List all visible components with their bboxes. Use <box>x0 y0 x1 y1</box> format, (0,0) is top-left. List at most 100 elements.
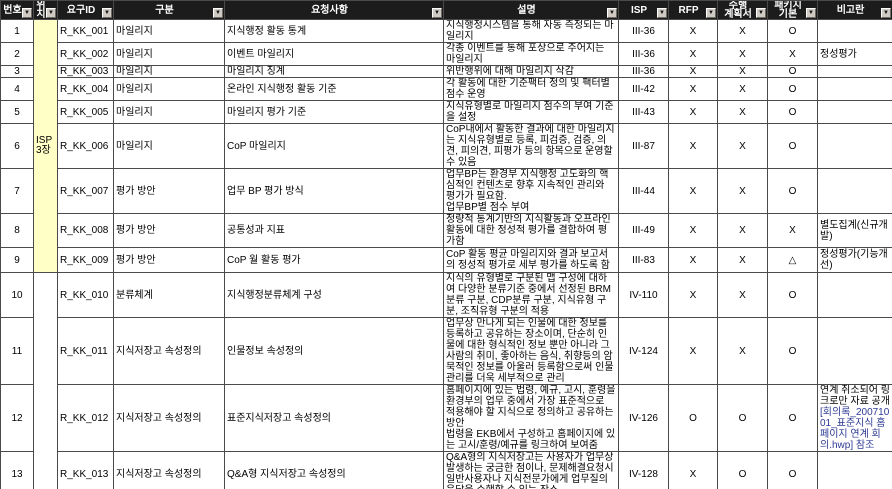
cell-isp[interactable]: III-83 <box>618 247 669 273</box>
cell-description[interactable]: 지식행정시스템을 통해 자동 측정되는 마일리지 <box>443 19 619 43</box>
cell-req_id[interactable]: R_KK_008 <box>57 213 114 248</box>
filter-dropdown-icon[interactable]: ▼ <box>46 8 56 18</box>
cell-isp[interactable]: III-36 <box>618 19 669 43</box>
cell-remark[interactable] <box>817 168 892 214</box>
cell-plan[interactable]: O <box>717 451 768 489</box>
cell-remark[interactable] <box>817 19 892 43</box>
column-header-no[interactable]: 번호 ▼ <box>0 0 34 20</box>
cell-isp[interactable]: III-36 <box>618 42 669 66</box>
cell-description[interactable]: 정량적 통계기반의 지식활동과 오프라인활동에 대한 정성적 평가를 결합하여 … <box>443 213 619 248</box>
column-header-loc[interactable]: 위치 ▼ <box>33 0 58 20</box>
cell-isp[interactable]: IV-126 <box>618 384 669 452</box>
filter-dropdown-icon[interactable]: ▼ <box>607 8 617 18</box>
cell-req_id[interactable]: R_KK_010 <box>57 272 114 318</box>
cell-package[interactable]: O <box>767 384 818 452</box>
cell-package[interactable]: O <box>767 19 818 43</box>
cell-description[interactable]: CoP 활동 평균 마일리지와 결과 보고서의 정성적 평가로 세부 평가를 하… <box>443 247 619 273</box>
cell-category[interactable]: 평가 방안 <box>113 247 225 273</box>
cell-request[interactable]: 공통성과 지표 <box>224 213 444 248</box>
column-header-remark[interactable]: 비고란 ▼ <box>817 0 892 20</box>
filter-dropdown-icon[interactable]: ▼ <box>22 8 32 18</box>
location-group-cell[interactable]: ISP <box>33 272 58 489</box>
cell-category[interactable]: 마일리지 <box>113 42 225 66</box>
cell-remark[interactable]: 연계 취소되어 링크로만 자료 공개 [회의록_20071001_표준지식 홈페… <box>817 384 892 452</box>
cell-req_id[interactable]: R_KK_009 <box>57 247 114 273</box>
cell-rfp[interactable]: X <box>668 213 718 248</box>
cell-isp[interactable]: III-87 <box>618 123 669 169</box>
cell-rfp[interactable]: X <box>668 168 718 214</box>
cell-no[interactable]: 9 <box>0 247 34 273</box>
cell-req_id[interactable]: R_KK_003 <box>57 65 114 78</box>
cell-package[interactable]: X <box>767 42 818 66</box>
cell-category[interactable]: 마일리지 <box>113 123 225 169</box>
cell-description[interactable]: 홈페이지에 있는 법령, 예규, 고시, 훈령을 환경부의 업무 중에서 가장 … <box>443 384 619 452</box>
cell-request[interactable]: Q&A형 지식저장고 속성정의 <box>224 451 444 489</box>
cell-request[interactable]: 지식행정분류체계 구성 <box>224 272 444 318</box>
cell-description[interactable]: CoP내에서 활동한 결과에 대한 마일리지는 지식유형별로 등록, 피검증, … <box>443 123 619 169</box>
cell-package[interactable]: O <box>767 100 818 124</box>
cell-package[interactable]: O <box>767 77 818 101</box>
cell-isp[interactable]: III-44 <box>618 168 669 214</box>
column-header-isp[interactable]: ISP ▼ <box>618 0 669 20</box>
filter-dropdown-icon[interactable]: ▼ <box>706 8 716 18</box>
cell-rfp[interactable]: X <box>668 77 718 101</box>
cell-category[interactable]: 마일리지 <box>113 65 225 78</box>
cell-request[interactable]: 온라인 지식행정 활동 기준 <box>224 77 444 101</box>
cell-req_id[interactable]: R_KK_011 <box>57 317 114 385</box>
cell-description[interactable]: 위반행위에 대해 마일리지 삭감 <box>443 65 619 78</box>
cell-remark[interactable] <box>817 100 892 124</box>
cell-package[interactable]: O <box>767 123 818 169</box>
filter-dropdown-icon[interactable]: ▼ <box>432 8 442 18</box>
cell-isp[interactable]: IV-128 <box>618 451 669 489</box>
cell-remark[interactable] <box>817 272 892 318</box>
cell-package[interactable]: O <box>767 168 818 214</box>
cell-plan[interactable]: X <box>717 77 768 101</box>
cell-request[interactable]: 지식행정 활동 통계 <box>224 19 444 43</box>
cell-description[interactable]: 각 활동에 대한 기준팩터 정의 및 팩터별 점수 운영 <box>443 77 619 101</box>
cell-remark[interactable]: 정성평가(기능개선) <box>817 247 892 273</box>
location-group-cell[interactable]: ISP 3장 <box>33 19 58 273</box>
cell-no[interactable]: 2 <box>0 42 34 66</box>
cell-plan[interactable]: O <box>717 384 768 452</box>
cell-remark[interactable] <box>817 77 892 101</box>
filter-dropdown-icon[interactable]: ▼ <box>881 8 891 18</box>
cell-no[interactable]: 6 <box>0 123 34 169</box>
cell-remark[interactable]: 정성평가 <box>817 42 892 66</box>
cell-package[interactable]: O <box>767 317 818 385</box>
cell-no[interactable]: 10 <box>0 272 34 318</box>
cell-req_id[interactable]: R_KK_006 <box>57 123 114 169</box>
cell-rfp[interactable]: X <box>668 272 718 318</box>
cell-category[interactable]: 평가 방안 <box>113 168 225 214</box>
cell-request[interactable]: 이벤트 마일리지 <box>224 42 444 66</box>
cell-description[interactable]: 업무상 만나게 되는 인물에 대한 정보를 등록하고 공유하는 장소이며, 단순… <box>443 317 619 385</box>
cell-description[interactable]: 지식유형별로 마일리지 점수의 부여 기준을 설정 <box>443 100 619 124</box>
cell-request[interactable]: CoP 월 활동 평가 <box>224 247 444 273</box>
cell-category[interactable]: 지식저장고 속성정의 <box>113 384 225 452</box>
cell-no[interactable]: 5 <box>0 100 34 124</box>
cell-category[interactable]: 마일리지 <box>113 100 225 124</box>
cell-req_id[interactable]: R_KK_002 <box>57 42 114 66</box>
cell-no[interactable]: 13 <box>0 451 34 489</box>
cell-plan[interactable]: X <box>717 272 768 318</box>
cell-rfp[interactable]: X <box>668 123 718 169</box>
cell-rfp[interactable]: O <box>668 384 718 452</box>
cell-plan[interactable]: X <box>717 123 768 169</box>
cell-category[interactable]: 마일리지 <box>113 77 225 101</box>
cell-request[interactable]: 인물정보 속성정의 <box>224 317 444 385</box>
cell-remark[interactable] <box>817 317 892 385</box>
cell-description[interactable]: 각종 이벤트를 통해 포상으로 주어지는 마일리지 <box>443 42 619 66</box>
cell-isp[interactable]: IV-110 <box>618 272 669 318</box>
cell-rfp[interactable]: X <box>668 317 718 385</box>
cell-req_id[interactable]: R_KK_001 <box>57 19 114 43</box>
cell-package[interactable]: △ <box>767 247 818 273</box>
column-header-req_id[interactable]: 요구ID ▼ <box>57 0 114 20</box>
column-header-package[interactable]: 패키지 기본 ▼ <box>767 0 818 20</box>
cell-no[interactable]: 8 <box>0 213 34 248</box>
cell-request[interactable]: 표준지식저장고 속성정의 <box>224 384 444 452</box>
cell-rfp[interactable]: X <box>668 19 718 43</box>
cell-no[interactable]: 7 <box>0 168 34 214</box>
cell-plan[interactable]: X <box>717 65 768 78</box>
cell-request[interactable]: 업무 BP 평가 방식 <box>224 168 444 214</box>
cell-category[interactable]: 평가 방안 <box>113 213 225 248</box>
column-header-rfp[interactable]: RFP ▼ <box>668 0 718 20</box>
